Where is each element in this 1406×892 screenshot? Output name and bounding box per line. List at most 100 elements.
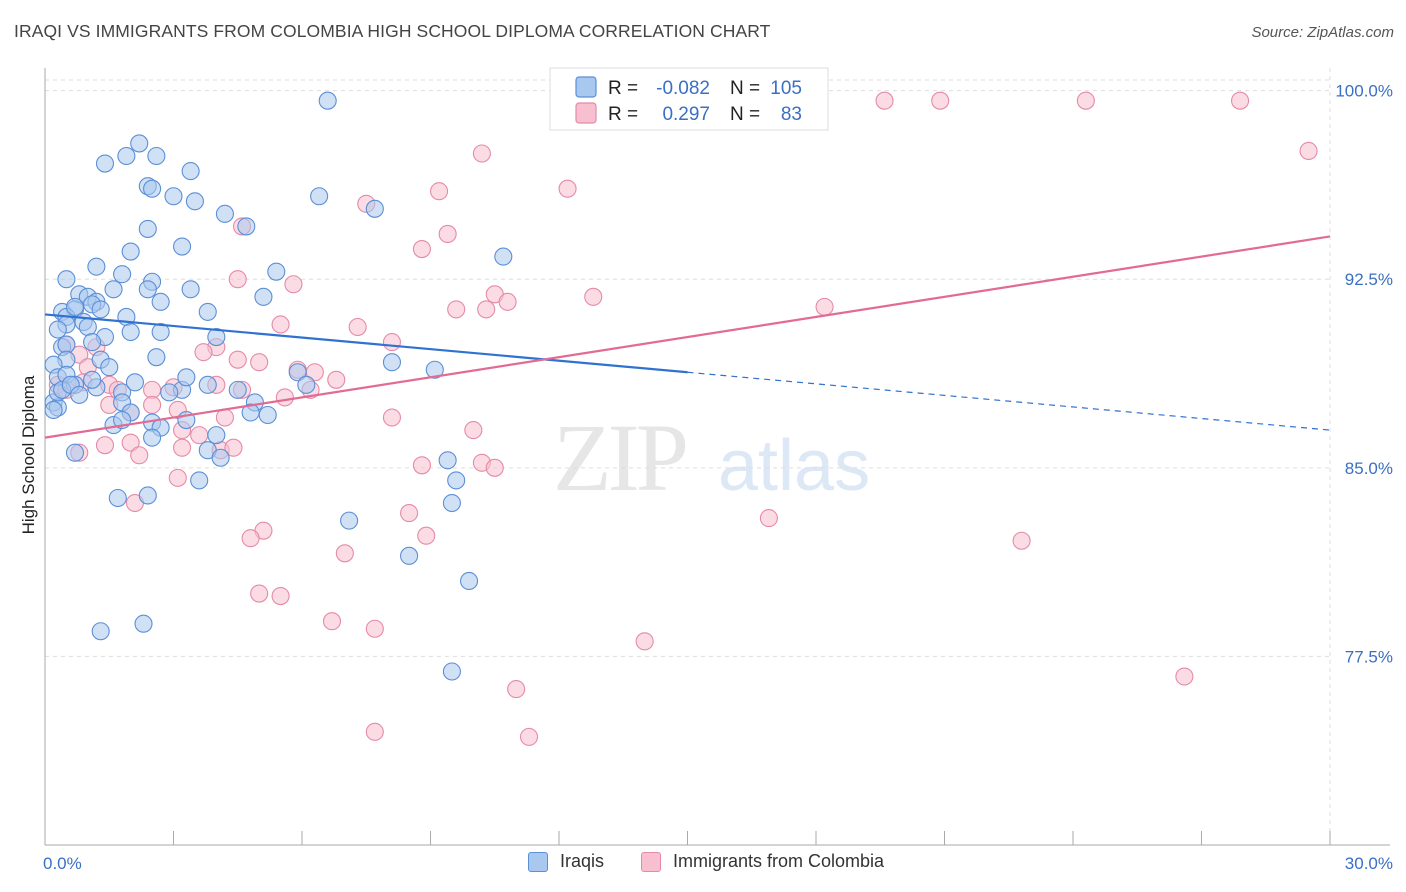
colombia-point [168, 468, 187, 487]
iraqi-point [91, 622, 110, 641]
iraqi-point [318, 91, 337, 110]
iraqi-point [134, 614, 153, 633]
iraqi-point [65, 443, 85, 462]
colombia-point [143, 395, 162, 415]
colombia-point [241, 529, 260, 548]
colombia-point [228, 350, 247, 369]
colombia-point [635, 632, 654, 651]
watermark-atlas: atlas [718, 426, 870, 506]
tick-labels: 77.5% 85.0% 92.5% 100.0% 0.0% 30.0% [43, 82, 1393, 873]
iraqi-point [117, 146, 136, 166]
legend-swatch [641, 851, 661, 872]
iraqi-point [95, 154, 115, 173]
iraqi-point [143, 428, 162, 447]
iraqi-point [151, 322, 170, 342]
iraqi-point [143, 179, 162, 198]
colombia-point [430, 182, 449, 201]
colombia-point [400, 504, 419, 523]
y-axis-title: High School Diploma [19, 375, 38, 534]
iraqi-point [138, 280, 157, 299]
chart-title: IRAQI VS IMMIGRANTS FROM COLOMBIA HIGH S… [14, 21, 771, 41]
iraqi-point [459, 571, 479, 591]
legend-n-label-2: N = [730, 104, 760, 125]
iraqi-point [147, 146, 166, 166]
axes [44, 68, 1390, 846]
iraqi-point [494, 247, 513, 266]
source-credit: Source: ZipAtlas.com [1251, 24, 1394, 41]
iraqi-point [438, 451, 457, 470]
iraqi-point [130, 134, 149, 153]
y-tick-label: 92.5% [1345, 270, 1393, 289]
gridlines [45, 68, 1331, 845]
iraqi-point [108, 488, 127, 508]
colombia-point [498, 292, 517, 311]
iraqi-point [113, 265, 132, 284]
legend-r-label-1: R = [608, 78, 638, 99]
iraqi-point [185, 192, 204, 211]
iraqi-point [190, 471, 209, 490]
iraqi-point [207, 328, 226, 347]
colombia-point [250, 584, 269, 603]
legend-n-value-2: 83 [781, 104, 802, 125]
iraqi-point [198, 302, 217, 321]
colombia-point [365, 619, 384, 638]
legend-label-iraqis: Iraqis [560, 851, 605, 871]
colombia-point [382, 333, 402, 352]
iraqi-point [211, 448, 230, 467]
iraqi-point [44, 400, 63, 420]
iraqi-point [447, 471, 466, 490]
colombia-point [194, 343, 213, 362]
colombia-point [1076, 91, 1095, 110]
iraqi-point [48, 320, 67, 339]
iraqi-point [100, 358, 119, 377]
colombia-point [412, 456, 431, 475]
iraqi-point [181, 280, 200, 299]
iraqi-point [198, 375, 217, 394]
colombia-point [1175, 667, 1194, 686]
iraqi-trend-extension [687, 371, 1331, 431]
iraqi-point [83, 333, 102, 352]
trend-lines [44, 235, 1331, 439]
colombia-point [931, 91, 950, 110]
iraqi-points [44, 91, 513, 681]
x-tick-label: 30.0% [1345, 854, 1393, 873]
legend-r-value-1: -0.082 [656, 78, 710, 99]
iraqi-point [181, 162, 200, 181]
legend-label-colombia: Immigrants from Colombia [673, 851, 885, 871]
colombia-point [224, 438, 243, 457]
iraqi-point [91, 300, 110, 319]
iraqi-trend-line [44, 313, 688, 374]
iraqi-point [87, 257, 106, 276]
colombia-point [228, 270, 247, 289]
iraqi-point [164, 187, 183, 206]
colombia-point [875, 91, 894, 110]
colombia-point [472, 144, 491, 163]
colombia-point [1231, 91, 1250, 110]
iraqi-point [104, 280, 123, 299]
iraqi-point [78, 317, 97, 337]
colombia-point [121, 433, 140, 452]
colombia-point [815, 297, 834, 316]
colombia-point [417, 526, 436, 545]
iraqi-point [138, 219, 157, 238]
iraqi-point [365, 199, 384, 218]
colombia-point [1012, 531, 1031, 550]
iraqi-point [177, 368, 196, 387]
y-tick-label: 85.0% [1345, 459, 1393, 478]
iraqi-point [442, 662, 461, 681]
iraqi-point [297, 375, 316, 394]
iraqi-point [215, 204, 234, 223]
y-tick-label: 100.0% [1335, 82, 1393, 101]
y-tick-label: 77.5% [1345, 647, 1393, 666]
colombia-point [190, 426, 209, 445]
colombia-point [143, 380, 162, 399]
iraqi-point [147, 348, 166, 367]
colombia-point [382, 408, 402, 427]
watermark-zip: ZIP [553, 404, 686, 511]
colombia-point [447, 300, 466, 319]
iraqi-point [57, 270, 76, 289]
legend-r-label-2: R = [608, 104, 638, 125]
colombia-point [271, 315, 290, 334]
colombia-point [759, 509, 778, 528]
